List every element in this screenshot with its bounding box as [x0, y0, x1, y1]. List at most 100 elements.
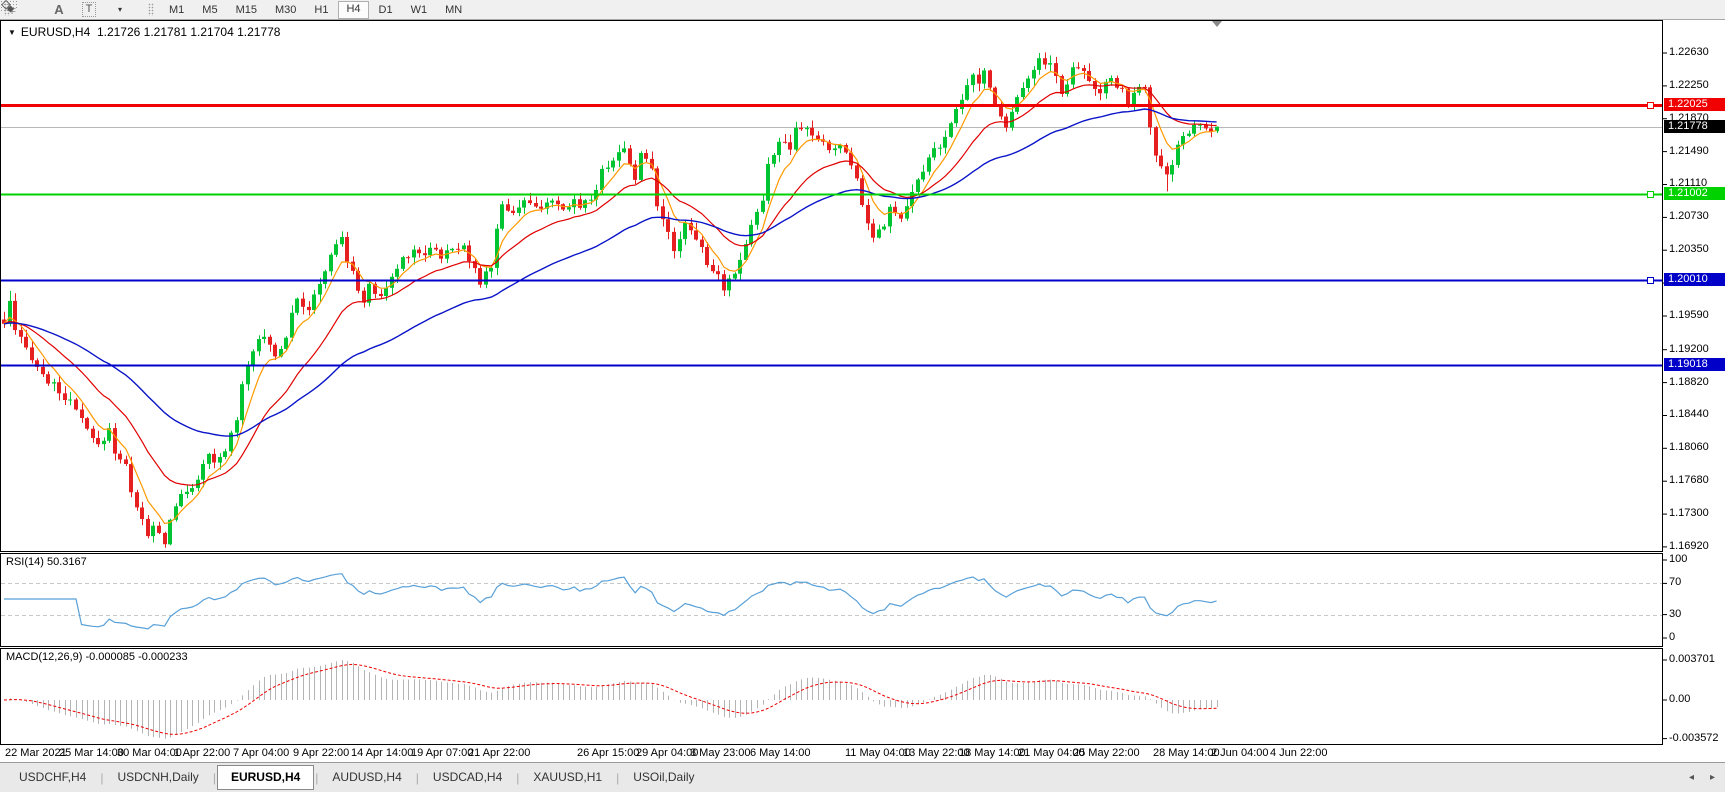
text-tool-icon: T: [81, 2, 97, 17]
price-tick-label: 1.21490: [1669, 144, 1709, 157]
panel-border: [0, 20, 1663, 552]
price-tick-label: 1.20730: [1669, 210, 1709, 223]
time-axis-label: 9 Apr 22:00: [293, 747, 350, 759]
tab-separator: |: [100, 770, 104, 785]
top-toolbar: F A T ▾ M1 M5 M15 M30 H1 H4 D1 W1 MN: [0, 0, 1725, 20]
time-axis-label: 7 Apr 04:00: [233, 747, 290, 759]
hline-handle[interactable]: [1647, 102, 1654, 109]
chevron-down-icon[interactable]: ▾: [117, 5, 122, 14]
macd-tick-label: -0.003572: [1669, 731, 1719, 744]
rsi-line: [4, 573, 1217, 630]
timeframe-button-W1[interactable]: W1: [410, 3, 428, 16]
price-tick-label: 1.18440: [1669, 408, 1709, 421]
time-axis-label: 29 Apr 04:00: [636, 747, 699, 759]
current-price-badge: 1.21778: [1664, 119, 1725, 133]
price-line-badge: 1.20010: [1664, 272, 1725, 286]
chart-shift-marker-icon[interactable]: [1212, 21, 1222, 27]
price-line-badge: 1.22025: [1664, 98, 1725, 112]
rsi-tick-label: 100: [1669, 553, 1688, 565]
symbol-period-label: EURUSD,H4: [20, 25, 91, 39]
price-line-badge: 1.19018: [1664, 358, 1725, 372]
time-axis-label: 1 Apr 22:00: [174, 747, 231, 759]
price-tick-label: 1.20350: [1669, 243, 1709, 256]
collapse-chart-icon[interactable]: ▼: [8, 28, 16, 37]
symbol-tab-usoil[interactable]: USOil,Daily: [633, 770, 695, 784]
text-label-tool[interactable]: A: [46, 2, 72, 18]
tab-separator: |: [315, 770, 319, 785]
rsi-tick-label: 30: [1669, 607, 1682, 620]
price-tick-label: 1.19590: [1669, 308, 1709, 321]
chart-area[interactable]: [0, 0, 1725, 762]
macd-tick-label: 0.00: [1669, 693, 1691, 705]
symbol-tab-usdchf[interactable]: USDCHF,H4: [19, 770, 87, 784]
time-axis-label: 11 May 04:00: [845, 747, 911, 759]
time-axis-label: 21 May 04:00: [1018, 747, 1085, 759]
text-tool[interactable]: T: [76, 2, 102, 18]
price-tick-label: 1.22250: [1669, 78, 1709, 91]
time-axis-label: 19 Apr 07:00: [411, 747, 474, 759]
price-tick-label: 1.19200: [1669, 342, 1709, 355]
time-axis-label: 28 May 14:00: [1153, 747, 1220, 759]
price-tick-label: 1.18820: [1669, 375, 1709, 388]
time-axis-label: 3 May 23:00: [690, 747, 751, 759]
ma-fast-line: [3, 70, 1217, 525]
price-line-badge: 1.21002: [1664, 186, 1725, 200]
ma-slow-line: [3, 108, 1217, 437]
symbol-tab-eurusd[interactable]: EURUSD,H4: [216, 765, 315, 790]
time-axis-label: 21 Apr 22:00: [468, 747, 531, 759]
timeframe-button-D1[interactable]: D1: [378, 3, 393, 16]
tab-scroll-right-icon[interactable]: ▸: [1709, 772, 1715, 783]
timeframe-button-M1[interactable]: M1: [169, 3, 185, 16]
tab-separator: |: [212, 770, 216, 785]
macd-histogram: [10, 660, 1218, 739]
time-axis-label: 13 May 22:00: [903, 747, 970, 759]
hline-handle[interactable]: [1647, 191, 1654, 198]
symbol-tab-xauusd[interactable]: XAUUSD,H1: [533, 770, 603, 784]
symbol-tabs: USDCHF,H4 | USDCNH,Daily | EURUSD,H4 | AUDUSD,…: [6, 765, 708, 790]
price-tick-label: 1.16920: [1669, 539, 1709, 552]
tab-separator: |: [516, 770, 520, 785]
symbol-tab-audusd[interactable]: AUDUSD,H4: [332, 770, 402, 784]
time-axis-label: 6 May 14:00: [750, 747, 811, 759]
timeframe-button-MN[interactable]: MN: [445, 3, 463, 16]
timeframe-button-H4[interactable]: H4: [338, 0, 369, 19]
shapes-tool[interactable]: ▾: [1, 0, 132, 18]
panel-border: [0, 648, 1663, 745]
tab-separator: |: [616, 770, 620, 785]
macd-label: MACD(12,26,9) -0.000085 -0.000233: [6, 651, 188, 663]
time-axis-label: 30 Mar 04:00: [117, 747, 182, 759]
timeframe-button-M5[interactable]: M5: [202, 3, 218, 16]
toolbar-drag-handle[interactable]: [4, 3, 10, 16]
rsi-label: RSI(14) 50.3167: [6, 556, 87, 568]
tab-separator: |: [415, 770, 419, 785]
rsi-tick-label: 70: [1669, 576, 1682, 589]
tab-scroll-arrows: ◂ ▸: [1689, 772, 1715, 783]
timeframe-toolbar: M1 M5 M15 M30 H1 H4 D1 W1 MN: [160, 0, 471, 19]
price-tick-label: 1.21110: [1669, 177, 1708, 190]
ohlc-readout: 1.21726 1.21781 1.21704 1.21778: [96, 25, 281, 39]
panel-border: [0, 553, 1663, 647]
ma-mid-line: [3, 84, 1217, 486]
timeframe-button-H1[interactable]: H1: [314, 3, 329, 16]
time-axis-label: 25 Mar 14:00: [59, 747, 124, 759]
shapes-icon: [1, 0, 15, 13]
price-tick-label: 1.17680: [1669, 474, 1709, 487]
time-axis-label: 18 May 14:00: [959, 747, 1026, 759]
price-tick-label: 1.18060: [1669, 441, 1709, 454]
macd-tick-label: 0.003701: [1669, 652, 1715, 665]
rsi-tick-label: 0: [1669, 631, 1676, 643]
tab-scroll-left-icon[interactable]: ◂: [1688, 772, 1694, 783]
toolbar-separator[interactable]: [148, 3, 154, 16]
candlestick-series[interactable]: [2, 52, 1219, 548]
timeframe-button-M15[interactable]: M15: [235, 3, 257, 16]
price-tick-label: 1.22630: [1669, 46, 1709, 58]
symbol-tab-usdcnh[interactable]: USDCNH,Daily: [117, 770, 199, 784]
time-axis-label: 2 Jun 04:00: [1211, 747, 1269, 759]
hline-handle[interactable]: [1647, 277, 1654, 284]
symbol-tab-usdcad[interactable]: USDCAD,H4: [432, 770, 503, 784]
macd-signal-line: [3, 663, 1217, 735]
time-axis-label: 14 Apr 14:00: [351, 747, 414, 759]
timeframe-button-M30[interactable]: M30: [274, 3, 297, 16]
time-axis-label: 25 May 22:00: [1073, 747, 1140, 759]
